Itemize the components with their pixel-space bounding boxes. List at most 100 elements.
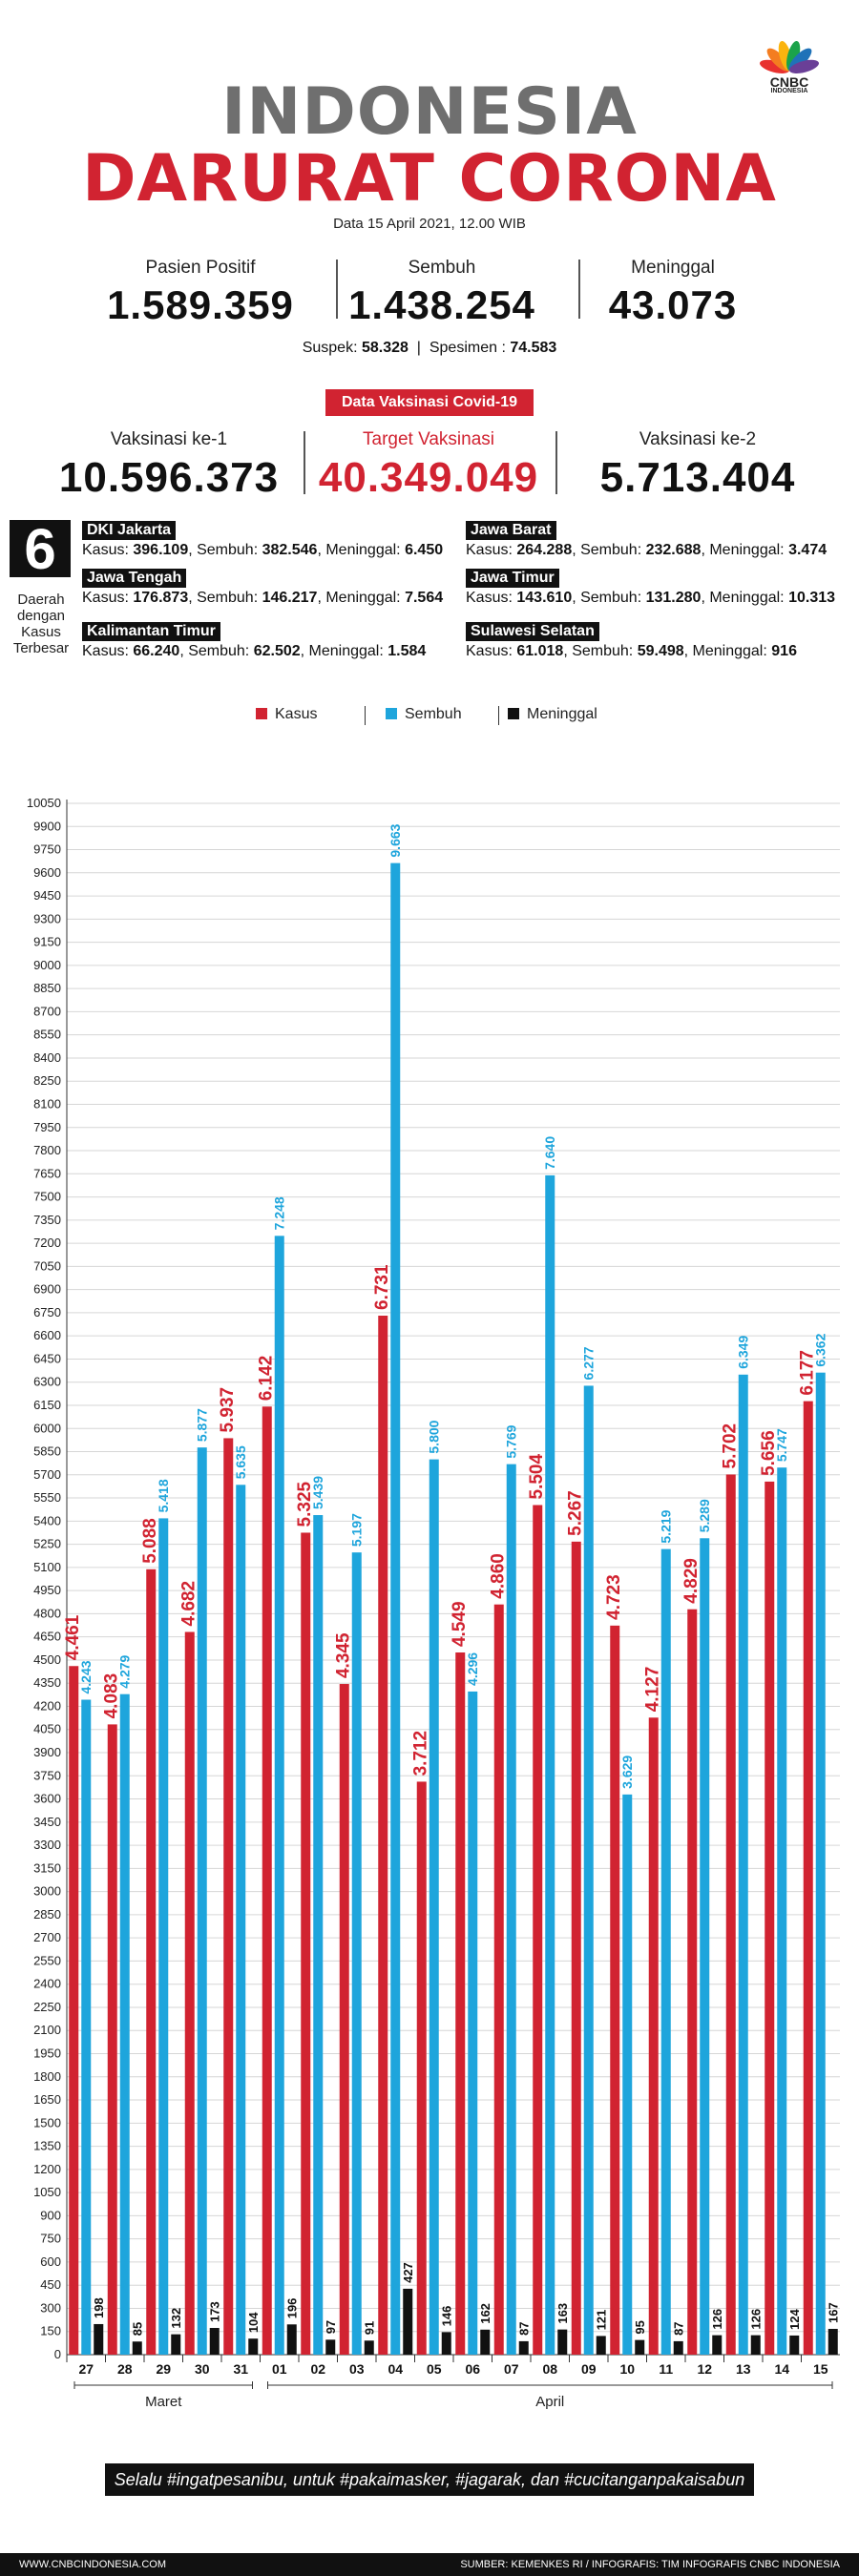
month-label: April [535,2394,564,2410]
data-label-meninggal: 97 [324,2320,338,2334]
vaccine-badge: Data Vaksinasi Covid-19 [325,389,534,416]
meninggal-value: 916 [771,643,797,659]
spesimen-label: Spesimen : [429,340,506,356]
y-tick-label: 8550 [33,1028,61,1042]
stat-sembuh: Sembuh 1.438.254 [323,258,561,328]
data-label-sembuh: 6.362 [813,1333,828,1366]
meninggal-label: Meninggal: [709,590,785,606]
x-tick-label: 14 [774,2361,789,2377]
region-kalimantan-timur: Kalimantan Timur Kasus: 66.240, Sembuh: … [82,622,483,660]
bar-sembuh [815,1372,826,2355]
meninggal-label: Meninggal: [325,542,401,558]
y-tick-label: 750 [40,2232,61,2246]
legend-label: Sembuh [405,706,462,722]
region-stats: Kasus: 396.109, Sembuh: 382.546, Meningg… [82,542,444,558]
y-tick-label: 8250 [33,1073,61,1088]
data-label-sembuh: 5.439 [310,1476,325,1509]
x-tick-label: 30 [195,2361,210,2377]
legend-item-meninggal: Meninggal [508,706,597,723]
sembuh-value: 131.280 [645,590,702,606]
bar-sembuh [236,1485,246,2355]
bar-sembuh [351,1552,362,2355]
y-tick-label: 5100 [33,1560,61,1574]
data-label-kasus: 6.731 [372,1264,392,1310]
y-tick-label: 300 [40,2300,61,2315]
y-tick-label: 9000 [33,958,61,972]
logo-sub: INDONESIA [770,88,808,94]
sembuh-value: 382.546 [262,542,318,558]
kasus-value: 396.109 [133,542,189,558]
suspek-label: Suspek: [302,340,358,356]
y-tick-label: 2550 [33,1953,61,1967]
meninggal-label: Meninggal: [692,643,767,659]
data-label-meninggal: 146 [440,2306,454,2327]
vaccine-value: 5.713.404 [599,454,796,501]
legend-divider [498,706,499,725]
title-line-2: DARURAT CORONA [82,141,777,217]
bar-kasus [184,1631,195,2355]
bar-sembuh [274,1236,284,2355]
data-label-kasus: 5.267 [566,1490,586,1536]
data-label-meninggal: 126 [710,2309,724,2330]
y-tick-label: 9450 [33,888,61,903]
y-tick-label: 4950 [33,1583,61,1597]
region-stats: Kasus: 66.240, Sembuh: 62.502, Meninggal… [82,643,427,659]
bar-kasus [378,1315,388,2355]
y-tick-label: 5700 [33,1467,61,1482]
bar-sembuh [119,1693,130,2355]
data-label-sembuh: 5.769 [504,1424,519,1458]
y-tick-label: 8100 [33,1096,61,1111]
y-tick-label: 1650 [33,2092,61,2107]
legend-item-kasus: Kasus [256,706,317,723]
y-tick-label: 7650 [33,1166,61,1180]
y-tick-label: 2400 [33,1977,61,1991]
y-tick-label: 6450 [33,1351,61,1365]
data-label-meninggal: 162 [478,2303,492,2324]
data-label-meninggal: 198 [92,2297,106,2318]
bar-meninggal [286,2324,297,2355]
suspek-line: Suspek: 58.328 | Spesimen : 74.583 [0,340,859,357]
x-tick-label: 15 [813,2361,828,2377]
x-tick-label: 29 [156,2361,171,2377]
vaccine-second: Vaksinasi ke-2 5.713.404 [569,429,827,502]
y-tick-label: 1050 [33,2185,61,2199]
x-tick-label: 06 [465,2361,480,2377]
y-tick-label: 3300 [33,1838,61,1852]
data-label-kasus: 5.656 [759,1430,779,1476]
bar-sembuh [468,1691,478,2355]
y-tick-label: 9750 [33,842,61,857]
data-label-sembuh: 5.418 [156,1479,171,1512]
data-label-sembuh: 4.296 [465,1652,480,1686]
y-tick-label: 2100 [33,2023,61,2037]
y-tick-label: 9300 [33,911,61,925]
y-tick-label: 900 [40,2208,61,2222]
bar-sembuh [390,862,401,2355]
sembuh-label: Sembuh: [188,643,250,659]
y-tick-label: 3600 [33,1792,61,1806]
bar-meninggal [712,2335,723,2355]
data-label-sembuh: 5.800 [427,1420,442,1453]
region-count-label-line: Terbesar [12,640,70,656]
data-label-sembuh: 9.663 [388,823,403,857]
y-tick-label: 1350 [33,2139,61,2153]
legend-label: Meninggal [527,706,597,722]
bar-kasus [493,1604,504,2355]
y-tick-label: 4800 [33,1606,61,1620]
data-label-meninggal: 87 [672,2321,686,2335]
stat-value: 43.073 [608,282,738,327]
region-count-label: Daerah dengan Kasus Terbesar [6,592,76,656]
vaccine-label: Vaksinasi ke-1 [110,429,228,449]
sembuh-label: Sembuh: [580,542,642,558]
data-label-kasus: 6.142 [257,1356,277,1402]
x-tick-label: 12 [697,2361,712,2377]
bar-meninggal [596,2336,606,2355]
region-dki-jakarta: DKI Jakarta Kasus: 396.109, Sembuh: 382.… [82,521,483,559]
y-tick-label: 4350 [33,1675,61,1690]
y-tick-label: 6000 [33,1421,61,1435]
y-tick-label: 3000 [33,1884,61,1899]
region-count-label-line: Daerah [17,592,65,608]
bar-sembuh [545,1174,555,2355]
x-tick-label: 08 [542,2361,557,2377]
legend-label: Kasus [275,706,318,722]
bar-kasus [301,1532,311,2355]
